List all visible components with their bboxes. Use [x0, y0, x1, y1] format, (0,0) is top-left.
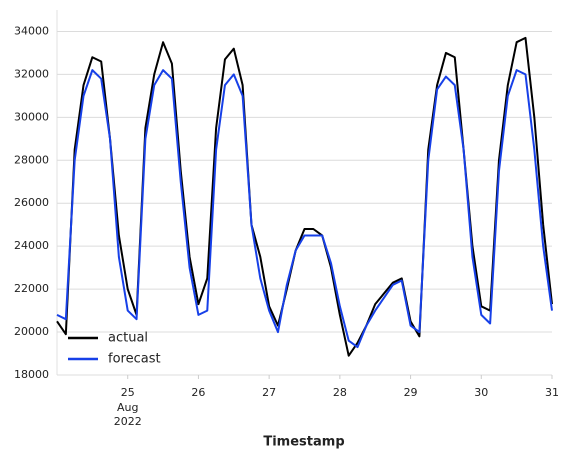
y-tick-label: 28000 [14, 153, 49, 166]
series-line [56, 36, 553, 357]
y-tick-label: 18000 [14, 368, 49, 381]
x-axis-label: Timestamp [263, 435, 344, 450]
y-tick-label: 22000 [14, 282, 49, 295]
x-tick-sublabel: Aug [117, 401, 138, 414]
y-tick-label: 24000 [14, 239, 49, 252]
x-tick-label: 27 [262, 386, 276, 399]
y-tick-label: 26000 [14, 196, 49, 209]
legend-label: actual [108, 331, 148, 346]
legend-label: forecast [108, 352, 161, 367]
x-tick-label: 28 [333, 386, 347, 399]
series-line [56, 69, 553, 349]
y-tick-label: 32000 [14, 67, 49, 80]
y-tick-label: 34000 [14, 24, 49, 37]
x-tick-sublabel: 2022 [114, 415, 142, 428]
y-tick-label: 20000 [14, 325, 49, 338]
x-tick-label: 29 [404, 386, 418, 399]
x-tick-label: 25 [121, 386, 135, 399]
x-tick-label: 26 [191, 386, 205, 399]
y-tick-label: 30000 [14, 110, 49, 123]
x-tick-label: 31 [545, 386, 559, 399]
x-tick-label: 30 [474, 386, 488, 399]
